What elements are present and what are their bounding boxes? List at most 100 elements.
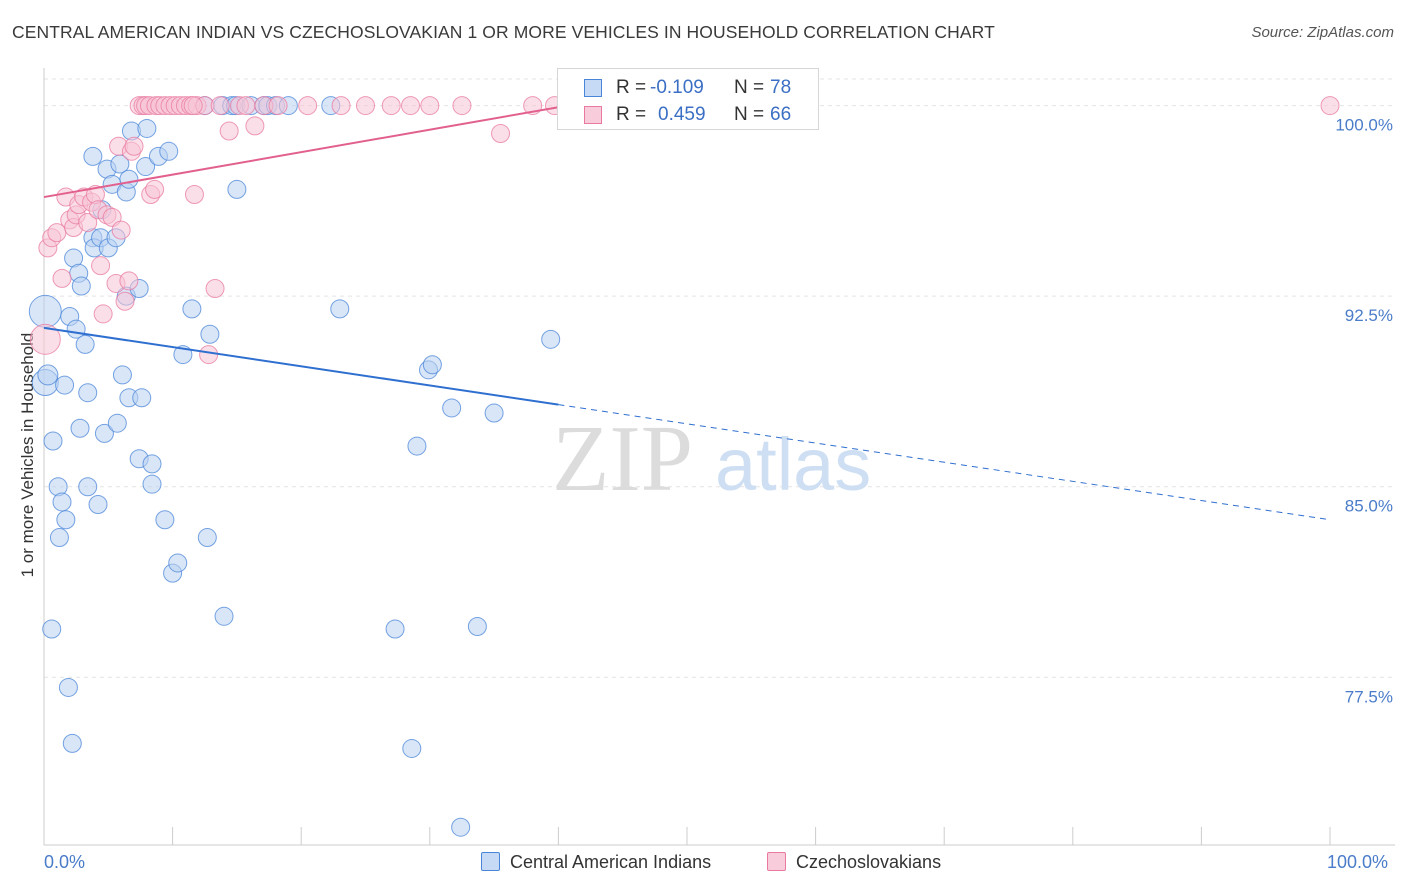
point-central-american-indians <box>37 364 59 386</box>
points-layer <box>28 96 1340 837</box>
point-central-american-indians <box>541 329 561 349</box>
grid-layer <box>44 78 1395 678</box>
point-central-american-indians <box>182 299 202 319</box>
bottom-legend-label: Czechoslovakians <box>796 852 942 872</box>
point-central-american-indians <box>451 817 471 837</box>
point-czechoslovakians <box>420 96 440 116</box>
legend-r-label: R = <box>616 104 647 125</box>
chart-title: CENTRAL AMERICAN INDIAN VS CZECHOSLOVAKI… <box>12 22 995 42</box>
point-central-american-indians <box>214 606 234 626</box>
bottom-legend-label: Central American Indians <box>510 852 712 872</box>
point-central-american-indians <box>70 418 90 438</box>
point-czechoslovakians <box>119 271 139 291</box>
point-central-american-indians <box>137 118 157 138</box>
point-czechoslovakians <box>381 96 401 116</box>
point-central-american-indians <box>159 141 179 161</box>
point-czechoslovakians <box>29 323 61 355</box>
legend-r-label: R = <box>616 77 647 98</box>
point-czechoslovakians <box>236 96 256 116</box>
point-czechoslovakians <box>93 304 113 324</box>
y-tick-label: 77.5% <box>1345 687 1393 706</box>
point-czechoslovakians <box>124 136 144 156</box>
legend-n-label: N = <box>734 104 765 125</box>
point-central-american-indians <box>407 436 427 456</box>
point-central-american-indians <box>467 616 487 636</box>
point-central-american-indians <box>56 510 76 530</box>
point-central-american-indians <box>71 276 91 296</box>
point-central-american-indians <box>94 423 114 443</box>
bottom-legend-swatch-pink <box>767 852 786 871</box>
point-central-american-indians <box>78 477 98 497</box>
point-central-american-indians <box>168 553 188 573</box>
legend-swatch-pink <box>584 106 602 124</box>
point-central-american-indians <box>442 398 462 418</box>
trend-line-dashed <box>558 404 1331 521</box>
bottom-legend-czechoslovakians[interactable]: Czechoslovakians <box>767 852 941 873</box>
legend-n-value: 66 <box>770 104 792 125</box>
point-central-american-indians <box>227 179 247 199</box>
point-central-american-indians <box>132 388 152 408</box>
y-tick-label: 100.0% <box>1335 116 1393 135</box>
point-czechoslovakians <box>356 96 375 116</box>
point-central-american-indians <box>112 365 132 385</box>
point-czechoslovakians <box>183 96 203 116</box>
point-czechoslovakians <box>184 185 204 205</box>
bottom-legend-central-american-indians[interactable]: Central American Indians <box>481 852 711 873</box>
trend-line-solid <box>43 99 598 199</box>
point-central-american-indians <box>402 738 422 758</box>
legend-r-value: -0.109 <box>650 77 704 98</box>
point-czechoslovakians <box>268 96 288 116</box>
legend-r-value: 0.459 <box>658 104 706 125</box>
stats-legend: R = -0.109 N = 78 R = 0.459 N = 66 <box>557 68 819 130</box>
point-central-american-indians <box>88 495 108 515</box>
point-czechoslovakians <box>401 96 421 116</box>
point-central-american-indians <box>385 619 405 639</box>
y-tick-labels: 100.0% 92.5% 85.0% 77.5% <box>1335 116 1393 707</box>
point-czechoslovakians <box>452 96 472 116</box>
trend-line-solid <box>43 326 559 406</box>
point-czechoslovakians <box>298 96 318 116</box>
point-czechoslovakians <box>145 179 165 199</box>
point-czechoslovakians <box>78 212 98 232</box>
point-czechoslovakians <box>245 116 265 136</box>
point-czechoslovakians <box>115 291 135 311</box>
point-central-american-indians <box>43 431 63 451</box>
point-central-american-indians <box>58 677 78 697</box>
bottom-legend-swatch-blue <box>481 852 500 871</box>
x-axis-min-label: 0.0% <box>44 852 86 872</box>
point-central-american-indians <box>42 619 62 639</box>
point-central-american-indians <box>78 383 98 403</box>
point-central-american-indians <box>142 454 162 474</box>
point-czechoslovakians <box>331 96 351 116</box>
axis-layer <box>43 68 1395 846</box>
point-czechoslovakians <box>91 256 111 276</box>
legend-n-label: N = <box>734 77 765 98</box>
watermark-atlas: atlas <box>715 423 871 506</box>
point-central-american-indians <box>136 157 156 177</box>
point-central-american-indians <box>52 492 72 512</box>
point-czechoslovakians <box>199 345 219 365</box>
point-czechoslovakians <box>52 268 72 288</box>
point-central-american-indians <box>422 355 442 375</box>
point-central-american-indians <box>62 733 82 753</box>
point-czechoslovakians <box>205 279 225 299</box>
y-tick-label: 92.5% <box>1345 306 1393 325</box>
source-credit: Source: ZipAtlas.com <box>1251 24 1394 41</box>
point-central-american-indians <box>49 528 69 548</box>
point-central-american-indians <box>200 324 220 344</box>
legend-swatch-blue <box>584 79 602 97</box>
point-central-american-indians <box>28 294 62 328</box>
legend-n-value: 78 <box>770 77 792 98</box>
point-central-american-indians <box>197 528 217 548</box>
point-central-american-indians <box>330 299 350 319</box>
trend-layer <box>43 99 1331 521</box>
point-central-american-indians <box>107 413 127 433</box>
x-axis-max-label: 100.0% <box>1327 852 1389 872</box>
point-czechoslovakians <box>219 121 239 141</box>
point-czechoslovakians <box>1320 96 1340 116</box>
point-central-american-indians <box>484 403 504 423</box>
point-czechoslovakians <box>210 96 230 116</box>
point-czechoslovakians <box>491 124 511 144</box>
point-central-american-indians <box>142 474 162 494</box>
